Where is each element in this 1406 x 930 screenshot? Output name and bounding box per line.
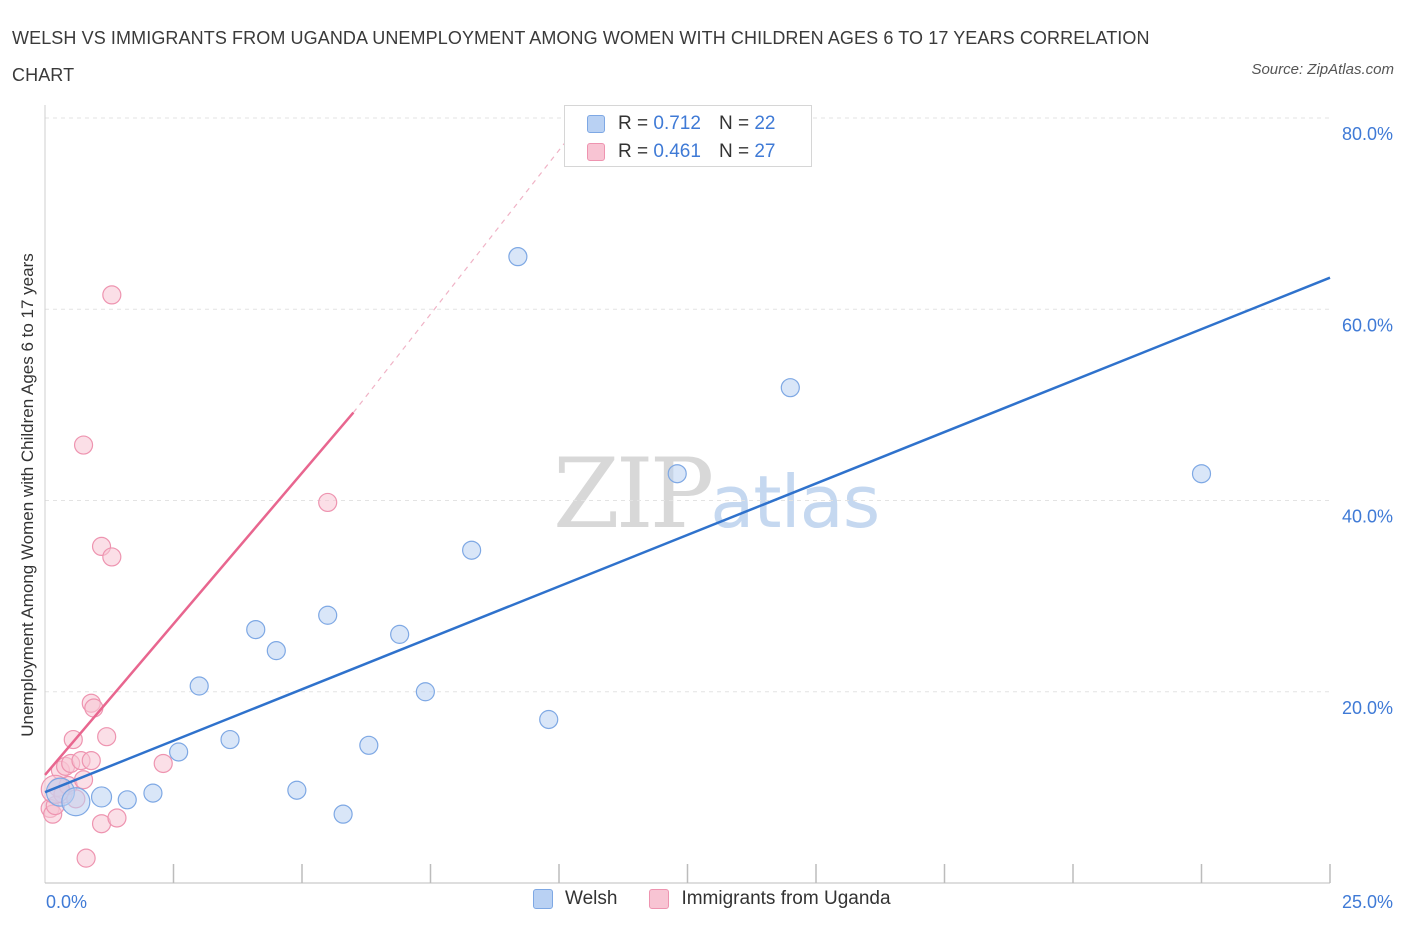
- welsh-point: [189, 676, 209, 696]
- x-tick-label-min: 0.0%: [46, 892, 87, 912]
- y-tick-label: 80.0%: [1342, 124, 1393, 144]
- source-label: Source: ZipAtlas.com: [1251, 61, 1394, 78]
- uganda-n-label: N =: [718, 141, 750, 162]
- uganda-swatch: [587, 143, 605, 161]
- uganda-point: [73, 435, 94, 455]
- welsh-point: [246, 619, 266, 640]
- uganda-point: [318, 492, 338, 513]
- stats-legend: R = 0.712 N = 22 R = 0.461 N = 27: [564, 105, 812, 167]
- welsh-point: [266, 641, 286, 661]
- uganda-point: [102, 547, 122, 567]
- welsh-point: [462, 540, 482, 560]
- uganda-point: [107, 808, 127, 828]
- welsh-r-label: R =: [618, 113, 649, 134]
- watermark-zip: ZIP: [553, 438, 714, 550]
- uganda-point: [81, 750, 101, 771]
- welsh-trendline: [44, 276, 1331, 794]
- welsh-legend-label: Welsh: [565, 888, 618, 909]
- watermark-atlas: atlas: [710, 460, 880, 544]
- legend-item-uganda[interactable]: Immigrants from Uganda: [649, 888, 891, 910]
- welsh-point: [318, 605, 338, 625]
- welsh-point: [780, 378, 800, 398]
- welsh-point: [390, 624, 410, 644]
- uganda-legend-swatch: [649, 889, 670, 909]
- welsh-point: [61, 787, 91, 817]
- welsh-point: [90, 786, 113, 808]
- welsh-point: [539, 709, 559, 730]
- welsh-n-value: 22: [754, 113, 776, 134]
- welsh-point: [415, 682, 435, 702]
- welsh-point: [143, 783, 163, 803]
- welsh-point: [667, 464, 687, 484]
- uganda-point: [76, 848, 96, 868]
- uganda-point: [97, 727, 117, 747]
- welsh-point: [1191, 464, 1212, 484]
- welsh-point: [220, 729, 240, 750]
- y-tick-label: 60.0%: [1342, 315, 1393, 335]
- y-tick-label: 20.0%: [1342, 698, 1393, 718]
- uganda-point: [102, 285, 122, 305]
- welsh-point: [508, 247, 528, 267]
- welsh-point: [333, 804, 353, 824]
- uganda-legend-label: Immigrants from Uganda: [681, 888, 891, 909]
- welsh-point: [169, 742, 189, 762]
- welsh-r-value: 0.712: [653, 113, 701, 134]
- welsh-swatch: [587, 115, 605, 133]
- series-legend: Welsh Immigrants from Uganda: [533, 888, 923, 910]
- uganda-point: [153, 753, 173, 774]
- legend-item-welsh[interactable]: Welsh: [533, 888, 617, 910]
- x-tick-label-max: 25.0%: [1342, 892, 1393, 912]
- uganda-n-value: 27: [754, 141, 776, 162]
- uganda-r-label: R =: [618, 141, 649, 162]
- welsh-legend-swatch: [533, 889, 553, 909]
- uganda-r-value: 0.461: [653, 141, 701, 162]
- uganda-trendline: [44, 411, 355, 776]
- y-tick-label: 40.0%: [1342, 507, 1393, 527]
- welsh-n-label: N =: [718, 113, 750, 134]
- welsh-point: [359, 735, 379, 755]
- uganda-trendline-extension: [352, 136, 570, 413]
- legend-row-welsh: R = 0.712 N = 22: [587, 112, 775, 136]
- y-axis-label: Unemployment Among Women with Children A…: [18, 253, 37, 737]
- watermark: ZIPatlas: [553, 438, 880, 550]
- welsh-point: [117, 790, 137, 810]
- legend-row-uganda: R = 0.461 N = 27: [587, 140, 775, 164]
- chart-title: WELSH VS IMMIGRANTS FROM UGANDA UNEMPLOY…: [12, 28, 1150, 85]
- uganda-point: [84, 698, 104, 718]
- welsh-point: [287, 780, 307, 800]
